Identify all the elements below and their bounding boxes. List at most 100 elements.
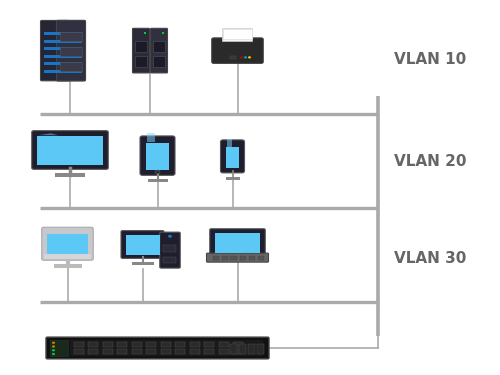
Circle shape bbox=[168, 235, 172, 238]
Bar bbox=[44, 254, 91, 259]
FancyBboxPatch shape bbox=[42, 227, 93, 260]
Bar bbox=[144, 32, 146, 34]
Bar bbox=[117, 342, 127, 347]
Bar bbox=[146, 342, 156, 347]
Bar bbox=[44, 33, 66, 36]
FancyBboxPatch shape bbox=[212, 38, 263, 63]
FancyBboxPatch shape bbox=[56, 20, 86, 81]
Bar bbox=[228, 142, 236, 144]
Bar bbox=[60, 40, 82, 43]
Bar bbox=[60, 62, 82, 71]
Bar bbox=[153, 41, 165, 52]
Bar bbox=[204, 342, 214, 347]
FancyBboxPatch shape bbox=[160, 232, 180, 268]
Bar bbox=[218, 342, 228, 347]
Bar bbox=[44, 62, 66, 65]
Bar bbox=[48, 234, 88, 256]
Bar bbox=[230, 344, 236, 354]
Bar bbox=[230, 256, 237, 260]
Polygon shape bbox=[38, 134, 58, 135]
Bar bbox=[190, 342, 200, 347]
FancyBboxPatch shape bbox=[121, 231, 164, 258]
Bar bbox=[233, 349, 243, 354]
Circle shape bbox=[244, 56, 247, 58]
Bar bbox=[222, 28, 252, 41]
Bar bbox=[146, 349, 156, 354]
Bar bbox=[218, 349, 228, 354]
Bar bbox=[239, 344, 246, 354]
Circle shape bbox=[240, 56, 243, 58]
FancyBboxPatch shape bbox=[206, 253, 268, 262]
Bar bbox=[74, 349, 84, 354]
Bar bbox=[248, 344, 254, 354]
FancyBboxPatch shape bbox=[56, 20, 86, 81]
Bar bbox=[222, 256, 228, 260]
Bar bbox=[50, 340, 68, 356]
Bar bbox=[44, 55, 66, 58]
Bar bbox=[233, 342, 243, 347]
Bar bbox=[132, 262, 154, 265]
Bar bbox=[153, 56, 165, 67]
Bar bbox=[226, 140, 232, 147]
Bar bbox=[60, 47, 82, 57]
Bar bbox=[257, 344, 264, 354]
Bar bbox=[70, 340, 262, 356]
Bar bbox=[102, 342, 113, 347]
Bar bbox=[88, 342, 98, 347]
Bar bbox=[60, 48, 82, 51]
Bar bbox=[44, 70, 66, 73]
FancyBboxPatch shape bbox=[46, 337, 269, 359]
Bar bbox=[204, 349, 214, 354]
Bar bbox=[135, 56, 147, 67]
FancyBboxPatch shape bbox=[220, 140, 244, 173]
Circle shape bbox=[52, 342, 55, 344]
Bar bbox=[135, 41, 147, 52]
Bar bbox=[102, 349, 113, 354]
Bar bbox=[44, 48, 66, 51]
Bar bbox=[60, 55, 82, 58]
Bar bbox=[226, 147, 239, 168]
Bar bbox=[162, 32, 164, 34]
Bar bbox=[163, 245, 176, 252]
Bar bbox=[224, 29, 252, 39]
Text: VLAN 10: VLAN 10 bbox=[394, 53, 466, 68]
Bar bbox=[160, 349, 170, 354]
Bar bbox=[60, 32, 82, 42]
Bar bbox=[148, 179, 168, 183]
Bar bbox=[117, 349, 127, 354]
Bar bbox=[54, 264, 82, 268]
Bar bbox=[88, 349, 98, 354]
Bar bbox=[60, 70, 82, 73]
Bar bbox=[175, 342, 185, 347]
Bar bbox=[212, 256, 219, 260]
Bar bbox=[147, 133, 154, 142]
Circle shape bbox=[52, 353, 55, 355]
Bar bbox=[248, 256, 255, 260]
Bar bbox=[215, 233, 260, 253]
Circle shape bbox=[248, 56, 251, 58]
Circle shape bbox=[155, 170, 160, 174]
Bar bbox=[55, 173, 85, 177]
FancyBboxPatch shape bbox=[140, 136, 175, 176]
Bar bbox=[146, 143, 169, 170]
FancyBboxPatch shape bbox=[210, 229, 265, 256]
Circle shape bbox=[52, 349, 55, 351]
Bar bbox=[74, 342, 84, 347]
FancyBboxPatch shape bbox=[132, 28, 150, 73]
Bar bbox=[126, 235, 160, 255]
Bar bbox=[163, 256, 176, 263]
Bar bbox=[132, 349, 141, 354]
Bar bbox=[258, 256, 264, 260]
Bar bbox=[175, 349, 185, 354]
Bar bbox=[226, 177, 239, 180]
Bar bbox=[190, 349, 200, 354]
FancyBboxPatch shape bbox=[150, 28, 168, 73]
FancyBboxPatch shape bbox=[32, 131, 108, 170]
Bar bbox=[230, 56, 236, 59]
Bar bbox=[60, 62, 82, 65]
Bar bbox=[38, 136, 103, 165]
FancyBboxPatch shape bbox=[40, 20, 70, 81]
Bar bbox=[240, 256, 246, 260]
Text: VLAN 20: VLAN 20 bbox=[394, 154, 466, 169]
Bar bbox=[44, 40, 66, 43]
